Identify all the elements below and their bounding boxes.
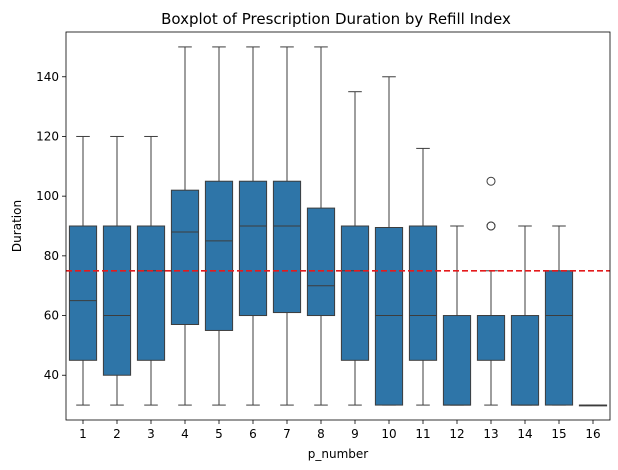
box-category-1 <box>68 135 98 406</box>
box-category-10 <box>374 76 404 406</box>
x-tick-label: 7 <box>283 427 291 441</box>
chart-title: Boxplot of Prescription Duration by Refi… <box>161 10 511 28</box>
x-tick-label: 10 <box>381 427 396 441</box>
x-axis: 1 2 3 4 5 6 7 8 9 10 11 12 13 14 15 16 <box>79 420 601 441</box>
box-category-6 <box>238 46 268 406</box>
iqr-box <box>102 225 132 376</box>
outlier-point <box>486 221 496 231</box>
y-tick-label: 60 <box>44 309 59 323</box>
box-category-12 <box>442 225 472 406</box>
y-tick-label: 100 <box>36 189 59 203</box>
outlier-point <box>486 176 496 186</box>
box-category-13 <box>476 176 506 406</box>
box-category-2 <box>102 135 132 406</box>
x-tick-label: 11 <box>415 427 430 441</box>
y-axis: 40 60 80 100 120 140 <box>36 70 66 382</box>
iqr-box <box>340 225 370 361</box>
x-tick-label: 8 <box>317 427 325 441</box>
y-tick-label: 140 <box>36 70 59 84</box>
iqr-box <box>442 315 472 406</box>
x-tick-label: 14 <box>517 427 532 441</box>
x-tick-label: 12 <box>449 427 464 441</box>
box-category-8 <box>306 46 336 406</box>
iqr-box <box>544 270 574 406</box>
x-tick-label: 13 <box>483 427 498 441</box>
x-tick-label: 1 <box>79 427 87 441</box>
box-category-11 <box>408 147 438 406</box>
iqr-box <box>510 315 540 406</box>
iqr-box <box>306 207 336 317</box>
iqr-box <box>204 180 234 331</box>
x-tick-label: 16 <box>585 427 600 441</box>
x-axis-label: p_number <box>308 447 369 461</box>
iqr-box <box>238 180 268 317</box>
x-tick-label: 2 <box>113 427 121 441</box>
box-category-9 <box>340 91 370 406</box>
iqr-box <box>68 225 98 361</box>
box-category-14 <box>510 225 540 406</box>
x-tick-label: 4 <box>181 427 189 441</box>
box-category-4 <box>170 46 200 406</box>
y-tick-label: 40 <box>44 368 59 382</box>
iqr-box <box>408 225 438 361</box>
box-category-7 <box>272 46 302 406</box>
y-axis-label: Duration <box>10 200 24 252</box>
iqr-box <box>170 189 200 325</box>
iqr-box <box>374 226 404 406</box>
iqr-box <box>476 315 506 361</box>
x-tick-label: 6 <box>249 427 257 441</box>
box-category-5 <box>204 46 234 406</box>
x-tick-label: 9 <box>351 427 359 441</box>
y-tick-label: 80 <box>44 249 59 263</box>
iqr-box <box>272 180 302 314</box>
x-tick-label: 3 <box>147 427 155 441</box>
plot-frame <box>65 31 611 421</box>
plot-area <box>66 46 610 407</box>
iqr-box <box>136 225 166 361</box>
box-category-16 <box>578 404 608 407</box>
x-tick-label: 15 <box>551 427 566 441</box>
x-tick-label: 5 <box>215 427 223 441</box>
y-tick-label: 120 <box>36 129 59 143</box>
box-category-15 <box>544 225 574 406</box>
